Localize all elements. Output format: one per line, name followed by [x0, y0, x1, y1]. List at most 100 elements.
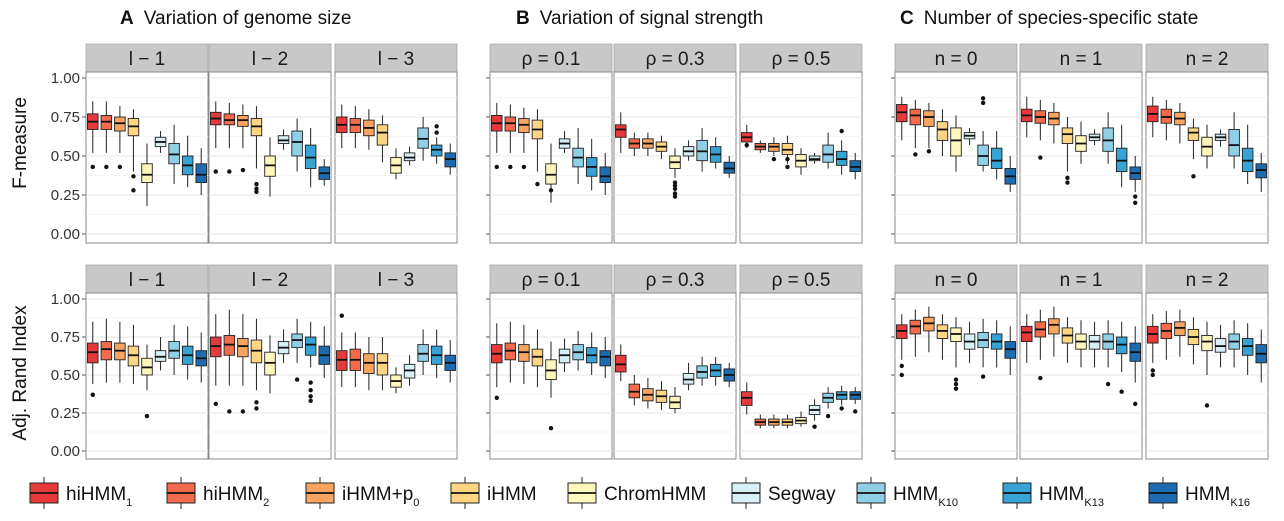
- facet-panel: l − 3: [334, 43, 458, 244]
- box-ChromHMM: [1075, 320, 1087, 368]
- box-iHMM: [1187, 118, 1200, 179]
- box-iqr: [304, 336, 317, 356]
- legend-label: iHMM+p0: [342, 484, 419, 509]
- outlier-point: [672, 186, 678, 191]
- box-iHMM+p0: [363, 337, 375, 391]
- facet-strip: [1145, 264, 1269, 294]
- box-Segway: [682, 140, 695, 161]
- box-hiHMM2: [504, 104, 517, 170]
- box-hiHMM1: [896, 314, 908, 378]
- legend-label: HMMK13: [1039, 484, 1104, 509]
- legend-item: hiHMM1: [29, 477, 132, 509]
- box-iHMM: [127, 324, 140, 385]
- box-ChromHMM: [950, 317, 962, 391]
- box-hiHMM2: [754, 414, 767, 429]
- panel-title-text: Variation of signal strength: [540, 8, 764, 29]
- facet-label: l − 1: [129, 49, 165, 70]
- outlier-point: [1065, 175, 1070, 181]
- box-HMMK16: [599, 152, 611, 195]
- outlier-point: [117, 164, 123, 170]
- facet-strip: [85, 264, 209, 294]
- legend-item: ChromHMM: [567, 477, 706, 509]
- facet-panel: l − 2: [208, 43, 332, 244]
- box-ChromHMM: [1201, 321, 1213, 408]
- legend-item: iHMM: [450, 477, 537, 509]
- outlier-point: [339, 313, 344, 318]
- outlier-point: [254, 181, 259, 187]
- panel-letter: C: [900, 8, 914, 29]
- outlier-point: [812, 424, 817, 429]
- box-HMMK10: [822, 387, 834, 419]
- facet-strip: [1019, 43, 1143, 73]
- facet-label: ρ = 0.3: [646, 270, 705, 291]
- facet-label: n = 1: [1060, 270, 1103, 291]
- facet-label: ρ = 0.3: [646, 49, 705, 70]
- box-hiHMM2: [628, 132, 641, 156]
- outlier-point: [144, 413, 150, 419]
- box-HMMK13: [585, 332, 598, 375]
- box-iqr: [615, 124, 627, 138]
- outlier-point: [744, 142, 749, 148]
- box-HMMK16: [1004, 326, 1016, 375]
- facet-label: n = 2: [1186, 49, 1229, 70]
- box-iHMM: [127, 109, 140, 193]
- box-iqr: [950, 127, 962, 157]
- outlier-point: [980, 100, 986, 106]
- box-hiHMM2: [349, 332, 362, 388]
- facet-strip: [334, 264, 458, 294]
- panel-letter: A: [120, 8, 134, 29]
- outlier-point: [548, 426, 554, 431]
- box-iHMM+p0: [237, 104, 249, 173]
- box-HMMK16: [318, 159, 330, 186]
- facet-strip: [613, 43, 737, 73]
- y-tick-label: 0.25: [51, 187, 80, 204]
- box-iHMM+p0: [1174, 309, 1186, 357]
- box-HMMK16: [444, 143, 456, 175]
- y-tick-label: 1.00: [51, 70, 80, 87]
- box-hiHMM1: [896, 96, 908, 141]
- box-ChromHMM: [1075, 121, 1087, 164]
- box-HMMK16: [1129, 156, 1141, 205]
- facet-strip: [208, 43, 332, 73]
- box-iqr: [599, 166, 611, 183]
- facet-panel: n = 0: [891, 264, 1018, 460]
- y-axis-label: Adj. Rand Index: [10, 305, 31, 441]
- box-Segway: [277, 329, 290, 363]
- outlier-point: [254, 406, 259, 411]
- box-Segway: [1088, 321, 1101, 368]
- box-iHMM: [781, 135, 794, 170]
- box-HMMK13: [430, 124, 443, 164]
- box-Segway: [963, 321, 976, 363]
- facet-panel: ρ = 0.5: [739, 43, 863, 244]
- facet-label: l − 1: [129, 270, 165, 291]
- legend-label: iHMM: [487, 484, 537, 505]
- facet-label: n = 1: [1060, 49, 1103, 70]
- box-iHMM: [655, 381, 668, 410]
- outlier-point: [899, 372, 904, 378]
- outlier-point: [434, 124, 439, 129]
- panel-title-text: Number of species-specific state: [924, 8, 1199, 29]
- box-Segway: [1214, 324, 1227, 368]
- outlier-point: [308, 394, 313, 399]
- outlier-point: [672, 183, 678, 188]
- box-Segway: [963, 127, 976, 146]
- box-iHMM: [655, 135, 668, 160]
- box-HMMK13: [1241, 323, 1254, 375]
- outlier-point: [953, 381, 959, 387]
- box-iHMM+p0: [1174, 102, 1186, 144]
- box-hiHMM2: [1034, 99, 1047, 160]
- outlier-point: [227, 409, 232, 414]
- box-HMMK16: [599, 337, 611, 379]
- facet-label: ρ = 0.5: [772, 270, 831, 291]
- box-HMMK16: [1129, 326, 1141, 407]
- box-HMMK13: [1115, 321, 1128, 394]
- box-ChromHMM: [669, 387, 681, 413]
- outlier-point: [535, 181, 540, 187]
- outlier-point: [953, 377, 959, 382]
- box-iHMM: [250, 318, 263, 411]
- box-HMMK10: [1102, 112, 1114, 164]
- outlier-point: [672, 191, 678, 196]
- box-Segway: [808, 399, 821, 429]
- box-Segway: [154, 131, 167, 153]
